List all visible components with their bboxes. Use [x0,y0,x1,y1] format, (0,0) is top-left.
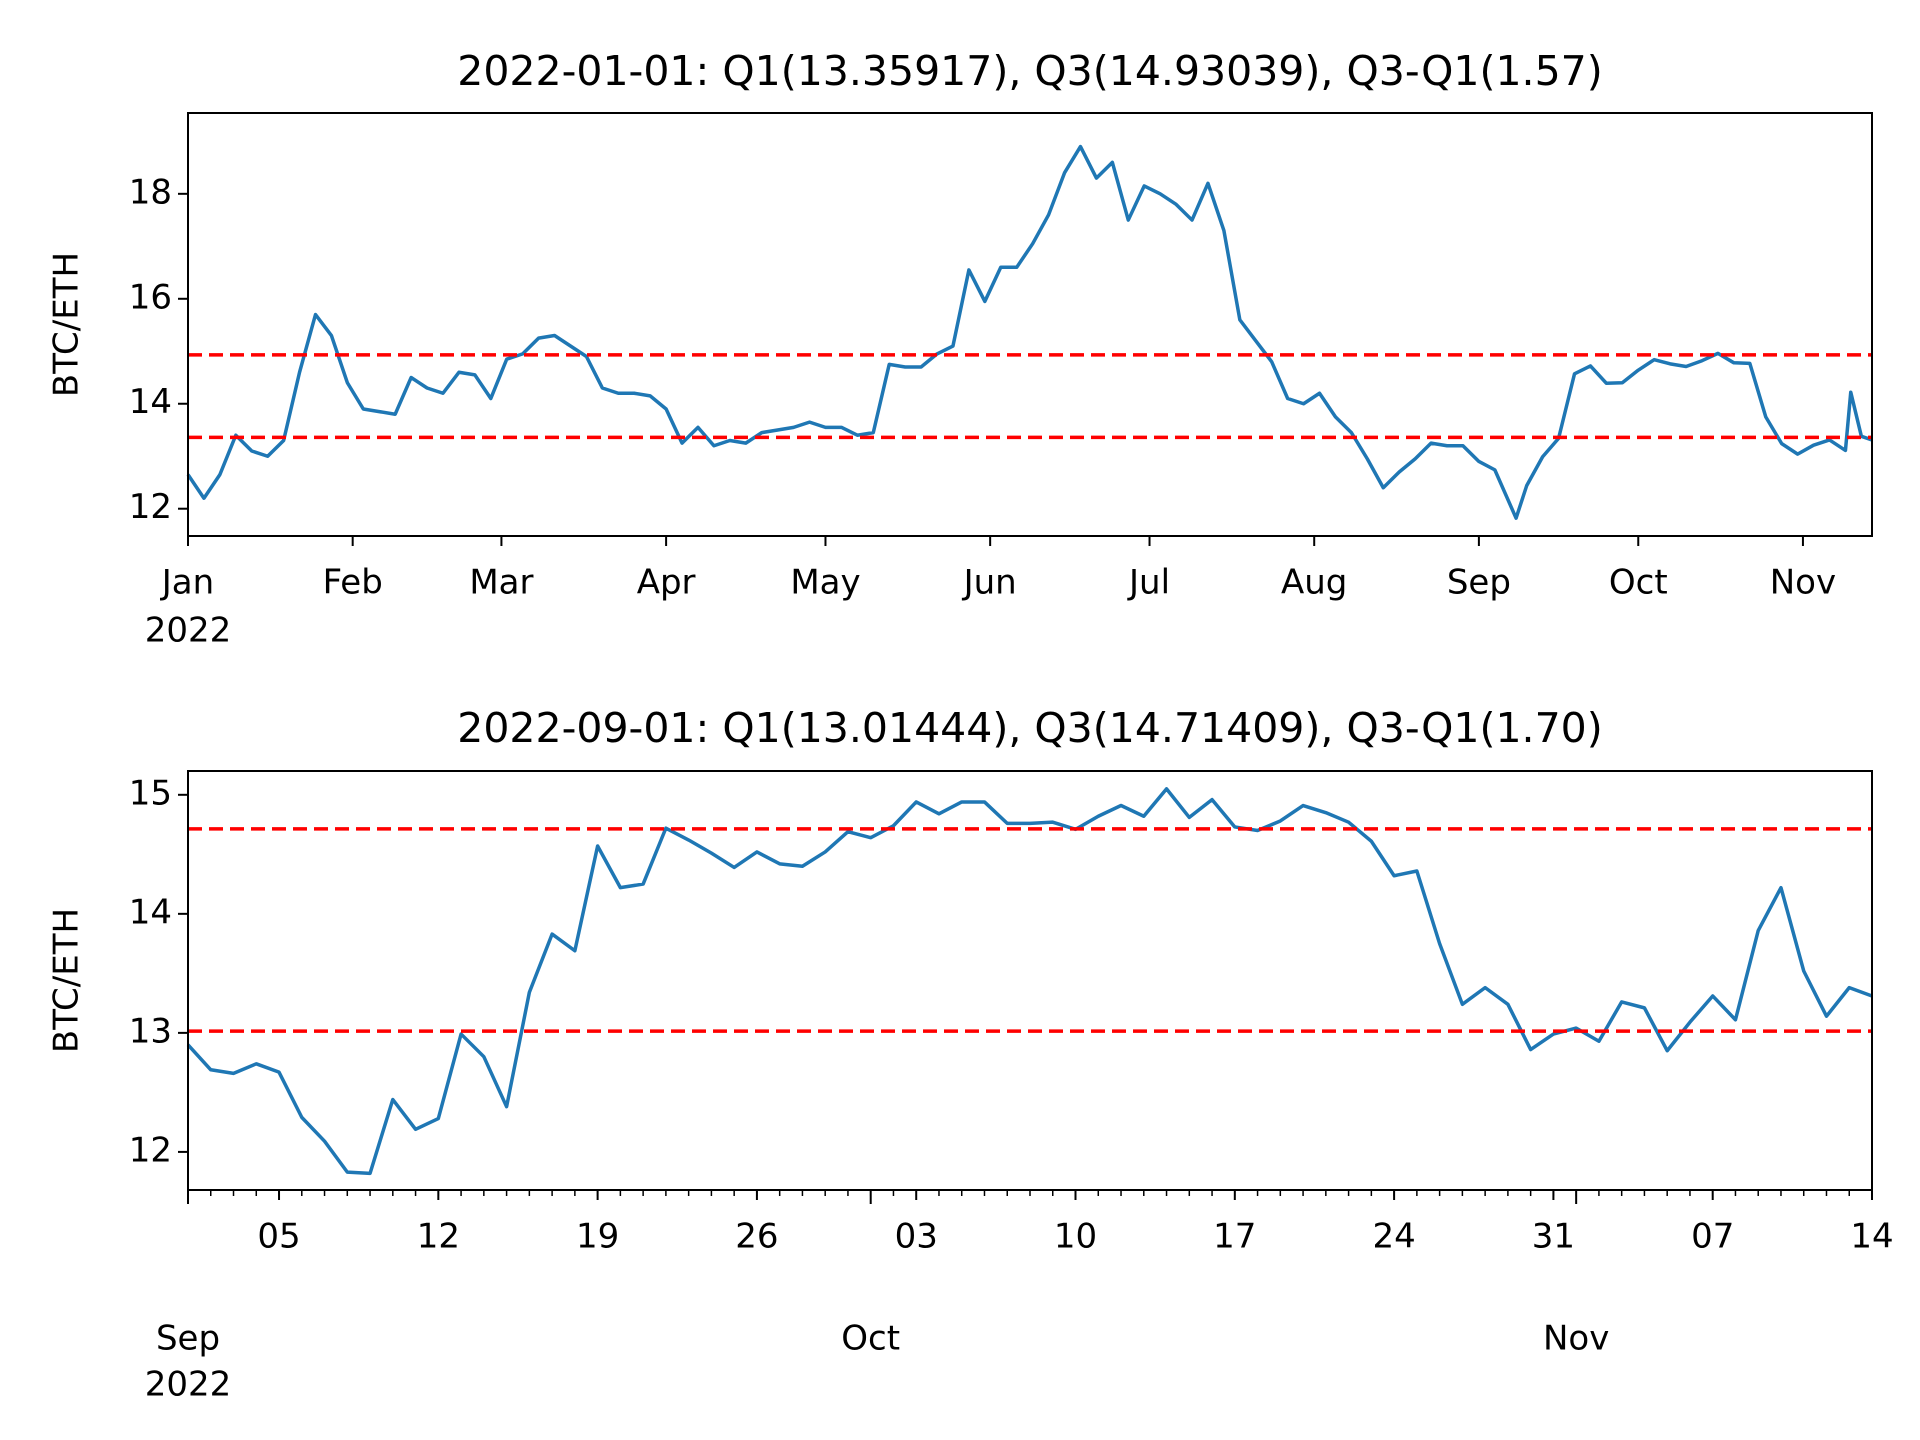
x-tick-label: Sep [1447,563,1511,603]
x-tick-label: 10 [1054,1217,1097,1257]
x-tick-label: 31 [1532,1217,1575,1257]
x-tick-label: 12 [417,1217,460,1257]
x-tick-label: Mar [469,563,533,603]
x-tick-label: 05 [257,1217,300,1257]
y-tick-label: 12 [129,1130,172,1170]
x-tick-label: Oct [1609,563,1668,603]
y-axis-label: BTC/ETH [47,908,87,1053]
chart-title: 2022-01-01: Q1(13.35917), Q3(14.93039), … [457,47,1603,95]
x-tick-sublabel: 2022 [145,611,232,651]
y-tick-label: 14 [129,382,172,422]
y-tick-label: 15 [129,773,172,813]
x-tick-label: May [790,563,860,603]
y-tick-label: 16 [129,277,172,317]
x-tick-label: 24 [1372,1217,1415,1257]
x-tick-label: Jun [962,563,1017,603]
axes-frame [187,770,1873,1191]
x-tick-label: Apr [637,563,696,603]
y-tick-label: 12 [129,487,172,527]
x-tick-label: Jan [160,563,214,603]
x-tick-label: Feb [323,563,383,603]
x-tick-label: Nov [1770,563,1836,603]
x-tick-label: 19 [576,1217,619,1257]
x-tick-label: 14 [1850,1217,1893,1257]
x-tick-label: 03 [895,1217,938,1257]
x-month-label: Oct [841,1319,900,1359]
axes-frame [187,112,1873,537]
x-tick-label: 07 [1691,1217,1734,1257]
x-month-label: Sep [156,1319,220,1359]
x-month-sublabel: 2022 [145,1365,232,1405]
x-tick-label: Jul [1127,563,1170,603]
x-month-label: Nov [1543,1319,1609,1359]
y-tick-label: 18 [129,172,172,212]
y-tick-label: 14 [129,892,172,932]
data-line [186,144,1873,520]
x-tick-label: 17 [1213,1217,1256,1257]
x-tick-label: 26 [735,1217,778,1257]
chart-title: 2022-09-01: Q1(13.01444), Q3(14.71409), … [457,704,1603,752]
x-tick-label: Aug [1281,563,1347,603]
data-line [186,787,1873,1176]
y-tick-label: 13 [129,1011,172,1051]
y-axis-label: BTC/ETH [47,252,87,397]
